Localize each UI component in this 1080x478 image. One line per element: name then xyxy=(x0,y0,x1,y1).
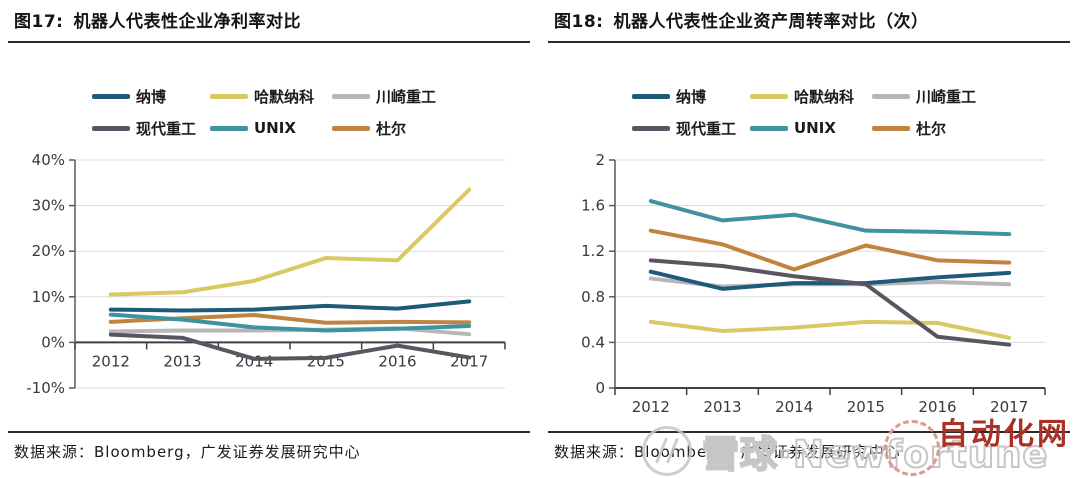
legend-item: 哈默纳科 xyxy=(210,86,332,106)
legend-swatch xyxy=(750,93,788,99)
y-tick-label: -10% xyxy=(26,379,65,397)
y-tick-label: 30% xyxy=(32,197,65,215)
legend-label: UNIX xyxy=(794,119,836,137)
legend-item: 杜尔 xyxy=(872,118,976,138)
x-tick-label: 2013 xyxy=(703,398,741,416)
y-tick-label: 0% xyxy=(41,333,65,351)
legend-swatch xyxy=(872,93,910,99)
x-tick-label: 2013 xyxy=(163,352,201,370)
footer-divider xyxy=(8,431,530,433)
legend-item: 纳博 xyxy=(92,86,210,106)
series-line-现代重工 xyxy=(648,258,1012,347)
y-tick-label: 20% xyxy=(32,242,65,260)
x-tick-label: 2016 xyxy=(918,398,956,416)
figure-title: 机器人代表性企业资产周转率对比（次） xyxy=(613,12,929,32)
figure-number: 图17: xyxy=(14,12,64,32)
legend-swatch xyxy=(750,125,788,131)
legend-item: 现代重工 xyxy=(92,118,210,138)
page-title: 图18: 机器人代表性企业资产周转率对比（次） xyxy=(554,7,928,32)
page-title: 图17: 机器人代表性企业净利率对比 xyxy=(14,7,301,32)
net-margin-line-chart: 40%30%20%10%0%-10%2012 2013 2014 2015 2016 20… xyxy=(26,151,506,397)
series-line-纳博 xyxy=(108,299,472,313)
legend-swatch xyxy=(632,93,670,99)
y-tick-label: 10% xyxy=(32,288,65,306)
figure-title: 机器人代表性企业净利率对比 xyxy=(73,12,301,32)
legend-label: 杜尔 xyxy=(376,119,407,138)
legend-label: 纳博 xyxy=(676,87,707,106)
y-tick-label: 1.2 xyxy=(581,242,605,260)
legend-swatch xyxy=(632,125,670,131)
legend-label: 哈默纳科 xyxy=(794,87,855,106)
x-tick-label: 2014 xyxy=(775,398,813,416)
series-line-哈默纳科 xyxy=(648,319,1012,340)
y-tick-label: 2 xyxy=(595,151,605,169)
legend-swatch xyxy=(92,93,130,99)
y-tick-label: 0 xyxy=(595,379,605,397)
legend-label: 川崎重工 xyxy=(376,87,437,106)
legend-item: 纳博 xyxy=(632,86,750,106)
legend-item: 川崎重工 xyxy=(332,86,436,106)
x-tick-label: 2015 xyxy=(847,398,885,416)
data-source: 数据来源：Bloomberg，广发证券发展研究中心 xyxy=(554,443,901,461)
legend-swatch xyxy=(210,93,248,99)
legend-swatch xyxy=(92,125,130,131)
asset-turnover-line-chart: 2 1.6 1.2 0.8 0.4 0 2012 2013 2014 2015 2016 2017 xyxy=(581,151,1046,416)
legend-item: 现代重工 xyxy=(632,118,750,138)
figure-number: 图18: xyxy=(554,12,604,32)
panel-fig17-net-margin: 图17: 机器人代表性企业净利率对比 纳博 哈默纳科 川崎重工现代重工 UNIX 杜尔 4… xyxy=(8,7,530,461)
y-tick-label: 40% xyxy=(32,151,65,169)
legend-item: 杜尔 xyxy=(332,118,436,138)
data-source: 数据来源：Bloomberg，广发证券发展研究中心 xyxy=(14,443,361,461)
legend-item: 哈默纳科 xyxy=(750,86,872,106)
title-divider xyxy=(8,41,530,43)
legend-label: 杜尔 xyxy=(916,119,947,138)
x-tick-label: 2017 xyxy=(990,398,1028,416)
legend-item: 川崎重工 xyxy=(872,86,976,106)
y-tick-label: 1.6 xyxy=(581,197,605,215)
series-line-纳博 xyxy=(648,269,1012,291)
y-tick-label: 0.4 xyxy=(581,333,605,351)
legend-label: 现代重工 xyxy=(136,119,197,138)
chart-legend: 纳博 哈默纳科 川崎重工现代重工 UNIX 杜尔 xyxy=(92,86,436,138)
legend-item: UNIX xyxy=(210,118,332,138)
chart-legend: 纳博 哈默纳科 川崎重工现代重工 UNIX 杜尔 xyxy=(632,86,976,138)
legend-item: UNIX xyxy=(750,118,872,138)
series-line-UNIX xyxy=(648,199,1012,237)
legend-label: 纳博 xyxy=(136,87,167,106)
series-line-UNIX xyxy=(108,312,472,333)
legend-label: 川崎重工 xyxy=(916,87,977,106)
legend-label: 现代重工 xyxy=(676,119,737,138)
panel-fig18-asset-turnover: 图18: 机器人代表性企业资产周转率对比（次） 纳博 哈默纳科 川崎重工现代重工 UNI… xyxy=(540,0,1080,478)
x-tick-label: 2016 xyxy=(378,352,416,370)
legend-swatch xyxy=(332,93,370,99)
series-line-哈默纳科 xyxy=(108,187,472,297)
y-tick-label: 0.8 xyxy=(581,288,605,306)
x-tick-label: 2012 xyxy=(632,398,670,416)
legend-swatch xyxy=(332,125,370,131)
legend-swatch xyxy=(210,125,248,131)
series-line-现代重工 xyxy=(108,332,472,361)
x-tick-label: 2012 xyxy=(92,352,130,370)
footer-divider xyxy=(548,431,1070,433)
legend-label: UNIX xyxy=(254,119,296,137)
legend-swatch xyxy=(872,125,910,131)
legend-label: 哈默纳科 xyxy=(254,87,315,106)
title-divider xyxy=(548,41,1070,43)
series-line-杜尔 xyxy=(648,228,1012,272)
